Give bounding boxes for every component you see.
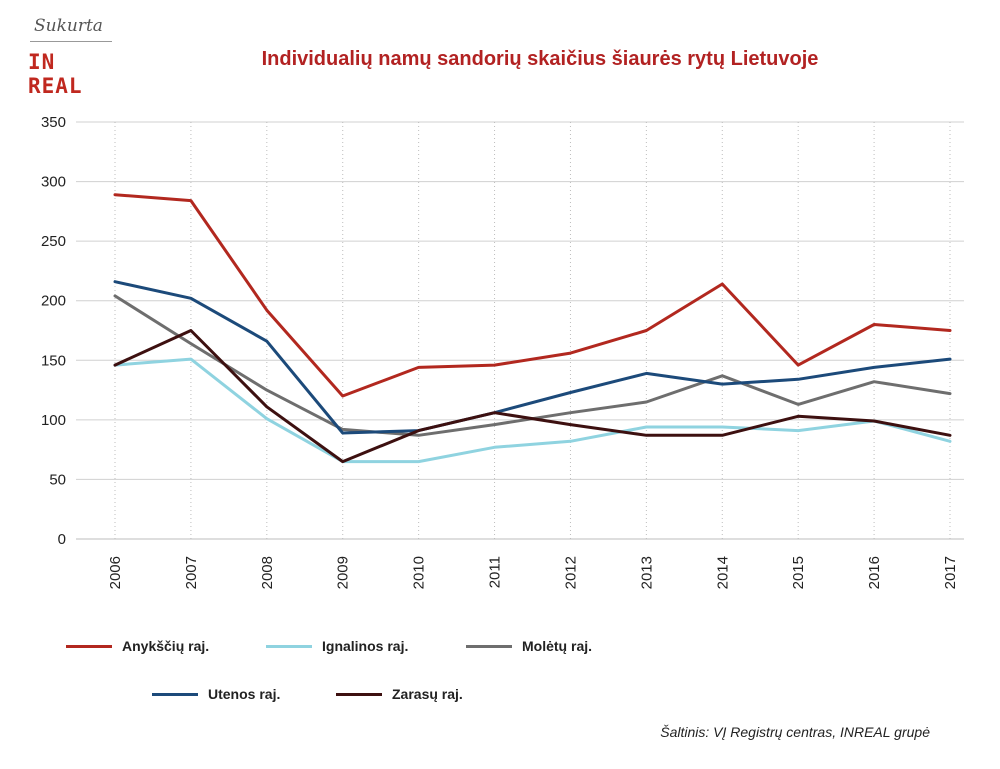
y-tick-label: 0 <box>58 531 66 548</box>
legend-swatch <box>336 692 382 696</box>
x-tick-label: 2008 <box>259 556 276 589</box>
x-tick-label: 2017 <box>942 556 959 589</box>
y-tick-label: 50 <box>49 471 66 488</box>
x-tick-label: 2012 <box>562 556 579 589</box>
x-tick-label: 2015 <box>790 556 807 589</box>
x-tick-label: 2013 <box>638 556 655 589</box>
legend-item: Utenos raj. <box>152 684 280 704</box>
legend-label: Ignalinos raj. <box>322 638 409 654</box>
brand-script-text: Sukurta <box>34 16 103 36</box>
y-tick-label: 150 <box>41 352 66 369</box>
chart-title: Individualių namų sandorių skaičius šiau… <box>261 48 819 70</box>
legend-label: Molėtų raj. <box>522 638 593 654</box>
legend-item: Molėtų raj. <box>466 636 592 656</box>
x-tick-label: 2007 <box>183 556 200 589</box>
legend-label: Utenos raj. <box>208 686 281 702</box>
legend-swatch <box>152 692 198 696</box>
x-tick-label: 2009 <box>335 556 352 589</box>
legend-swatch <box>66 644 112 648</box>
x-tick-label: 2016 <box>866 556 883 589</box>
legend-item: Ignalinos raj. <box>266 636 408 656</box>
series-line-ignalinos <box>113 357 952 464</box>
series-line-zarasų <box>113 329 952 464</box>
y-tick-label: 100 <box>41 412 66 429</box>
x-tick-label: 2010 <box>411 556 428 589</box>
y-tick-label: 300 <box>41 174 66 191</box>
source-note: Šaltinis: VĮ Registrų centras, INREAL gr… <box>660 724 930 740</box>
series-line-molėtų <box>113 294 952 437</box>
series-line-utenos <box>113 280 952 435</box>
legend-label: Anykščių raj. <box>122 638 210 654</box>
x-tick-label: 2006 <box>107 556 124 589</box>
x-tick-label: 2011 <box>487 556 504 588</box>
legend-swatch <box>266 644 312 648</box>
legend-item: Anykščių raj. <box>66 636 209 656</box>
legend-label: Zarasų raj. <box>392 686 463 702</box>
brand-divider <box>30 41 112 42</box>
legend-swatch <box>466 644 512 648</box>
x-tick-label: 2014 <box>714 556 731 589</box>
y-tick-label: 200 <box>41 293 66 310</box>
y-tick-label: 350 <box>41 114 66 131</box>
brand-logo: Sukurta IN REAL <box>28 14 118 98</box>
series-line-anykščių <box>113 193 952 398</box>
legend-item: Zarasų raj. <box>336 684 463 704</box>
y-tick-label: 250 <box>41 233 66 250</box>
brand-logo-text: IN REAL <box>28 50 83 98</box>
